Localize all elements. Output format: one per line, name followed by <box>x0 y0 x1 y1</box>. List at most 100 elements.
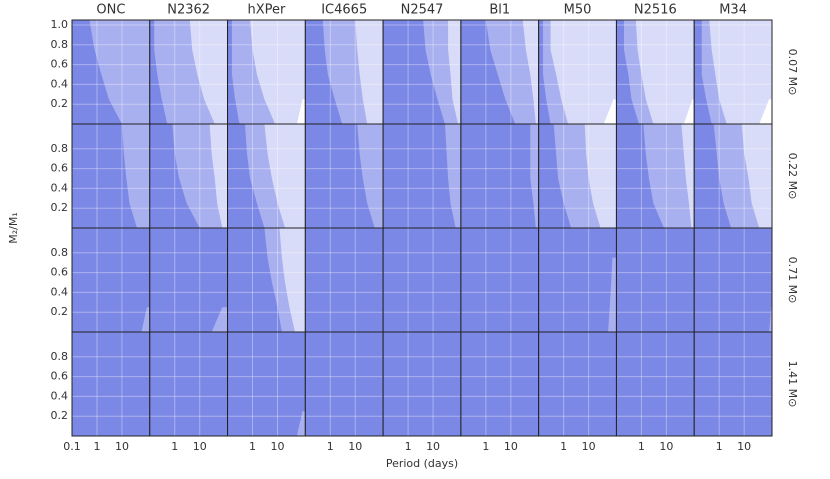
region-light <box>448 20 461 124</box>
region-medium <box>608 257 617 332</box>
region-medium <box>296 411 306 436</box>
x-tick-label: 1 <box>249 440 256 453</box>
row-label: 0.71 M⊙ <box>786 257 799 304</box>
column-title: N2547 <box>401 3 444 18</box>
y-tick-label: 0.4 <box>51 77 69 90</box>
region-white <box>759 99 772 124</box>
panel-background <box>538 228 617 332</box>
panel-background <box>460 228 539 332</box>
region-light <box>681 124 695 228</box>
x-tick-label: 1 <box>327 440 334 453</box>
y-tick-label: 0.8 <box>51 142 69 155</box>
x-tick-label: 10 <box>426 440 440 453</box>
column-title: M50 <box>564 3 592 18</box>
region-light <box>209 124 228 228</box>
y-tick-label: 0.6 <box>51 162 69 175</box>
x-tick-label: 1 <box>171 440 178 453</box>
x-tick-label: 10 <box>737 440 751 453</box>
region-light <box>250 20 306 124</box>
y-tick-label: 0.8 <box>51 246 69 259</box>
region-light <box>264 124 306 228</box>
region-medium <box>121 124 150 228</box>
y-tick-label: 0.4 <box>51 389 69 402</box>
region-medium <box>357 124 384 228</box>
column-title: N2362 <box>167 3 210 18</box>
region-medium <box>141 307 150 332</box>
panel-background <box>305 228 384 332</box>
column-title: IC4665 <box>321 3 367 18</box>
region-medium <box>89 20 150 124</box>
panel-background <box>694 332 772 436</box>
y-tick-label: 1.0 <box>51 18 69 31</box>
x-tick-label: 10 <box>271 440 285 453</box>
x-tick-label: 10 <box>115 440 129 453</box>
x-tick-label: 0.1 <box>63 440 81 453</box>
x-tick-label: 10 <box>504 440 518 453</box>
x-tick-label: 10 <box>348 440 362 453</box>
region-white <box>296 99 306 124</box>
y-tick-label: 0.2 <box>51 409 69 422</box>
region-medium <box>530 124 539 228</box>
panel-background <box>460 332 539 436</box>
y-tick-label: 0.2 <box>51 201 69 214</box>
y-axis-label: M₂/M₁ <box>7 212 20 244</box>
y-tick-label: 0.6 <box>51 370 69 383</box>
x-tick-label: 1 <box>716 440 723 453</box>
y-tick-label: 0.8 <box>51 38 69 51</box>
panel-background <box>149 332 228 436</box>
column-title: ONC <box>96 3 125 18</box>
column-title: N2516 <box>634 3 677 18</box>
panel-background <box>460 124 539 228</box>
x-tick-label: 1 <box>482 440 489 453</box>
x-tick-label: 10 <box>659 440 673 453</box>
column-title: M34 <box>719 3 747 18</box>
region-medium <box>211 307 228 332</box>
x-tick-label: 10 <box>582 440 596 453</box>
panel-background <box>72 228 150 332</box>
panel-frame <box>693 331 773 437</box>
panel-background <box>305 332 384 436</box>
panel-background <box>72 332 150 436</box>
region-light <box>741 124 772 228</box>
x-tick-label: 10 <box>193 440 207 453</box>
region-light <box>189 20 228 124</box>
region-medium <box>643 124 695 228</box>
y-tick-label: 0.2 <box>51 305 69 318</box>
region-white <box>683 99 695 124</box>
region-medium <box>444 124 461 228</box>
region-light <box>550 20 617 124</box>
panel-background <box>694 228 772 332</box>
panel-background <box>149 228 228 332</box>
y-tick-label: 0.8 <box>51 350 69 363</box>
region-light <box>635 20 695 124</box>
panel-background <box>227 332 306 436</box>
panel-background <box>383 228 461 332</box>
panel-background <box>616 332 695 436</box>
x-tick-label: 1 <box>405 440 412 453</box>
region-light <box>709 20 772 124</box>
x-axis-label: Period (days) <box>386 457 458 470</box>
region-medium <box>485 20 539 124</box>
y-tick-label: 0.6 <box>51 266 69 279</box>
x-tick-label: 1 <box>638 440 645 453</box>
y-tick-label: 0.4 <box>51 181 69 194</box>
y-tick-label: 0.2 <box>51 97 69 110</box>
region-light <box>584 124 617 228</box>
region-white <box>603 99 617 124</box>
column-title: hXPer <box>248 3 287 18</box>
y-tick-label: 0.6 <box>51 58 69 71</box>
panel-background <box>538 332 617 436</box>
row-label: 1.41 M⊙ <box>786 361 799 408</box>
column-title: Bl1 <box>489 3 510 18</box>
region-light <box>279 228 306 332</box>
x-tick-label: 1 <box>93 440 100 453</box>
panel-background <box>383 332 461 436</box>
region-light <box>355 20 384 124</box>
region-light <box>522 20 539 124</box>
x-tick-label: 1 <box>560 440 567 453</box>
row-label: 0.07 M⊙ <box>786 49 799 96</box>
y-tick-label: 0.4 <box>51 285 69 298</box>
row-label: 0.22 M⊙ <box>786 153 799 200</box>
region-medium <box>769 307 772 332</box>
